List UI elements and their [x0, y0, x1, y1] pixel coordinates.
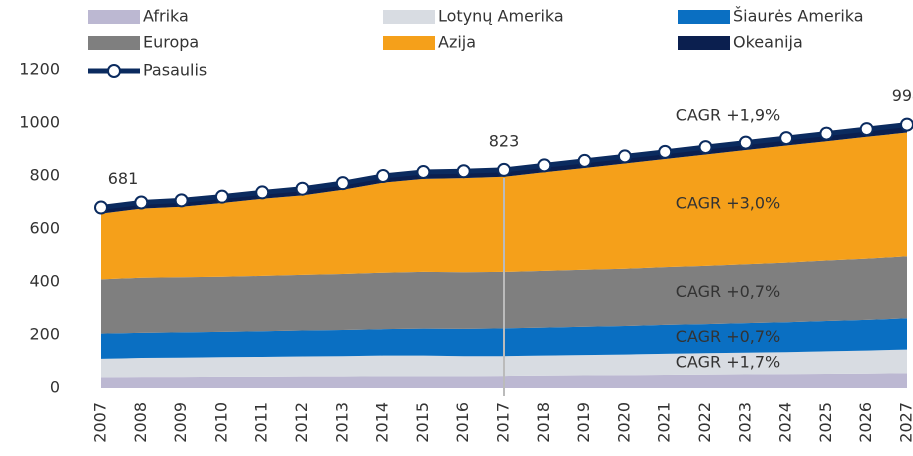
legend-marker	[108, 65, 120, 77]
x-tick-label: 2022	[695, 402, 714, 443]
marker	[700, 141, 712, 153]
y-tick-label: 200	[29, 325, 60, 344]
marker	[176, 194, 188, 206]
marker	[861, 123, 873, 135]
annotation: CAGR +3,0%	[676, 194, 781, 213]
x-tick-label: 2007	[91, 402, 110, 443]
x-tick-label: 2017	[494, 402, 513, 443]
marker	[780, 132, 792, 144]
marker	[95, 202, 107, 214]
legend-label: Pasaulis	[143, 61, 207, 80]
x-tick-label: 2024	[776, 402, 795, 443]
marker	[458, 165, 470, 177]
legend-label: Azija	[438, 33, 476, 52]
legend-swatch	[88, 10, 140, 24]
marker	[538, 159, 550, 171]
y-tick-label: 800	[29, 166, 60, 185]
marker	[820, 128, 832, 140]
marker	[901, 119, 913, 131]
marker	[740, 137, 752, 149]
marker	[297, 183, 309, 195]
marker	[377, 170, 389, 182]
x-tick-label: 2015	[413, 402, 432, 443]
legend-swatch	[88, 36, 140, 50]
marker	[216, 191, 228, 203]
marker	[619, 150, 631, 162]
marker	[417, 166, 429, 178]
x-tick-label: 2020	[614, 402, 633, 443]
x-tick-label: 2025	[816, 402, 835, 443]
annotation: CAGR +1,7%	[676, 353, 781, 372]
y-tick-label: 0	[50, 378, 60, 397]
x-tick-label: 2008	[131, 402, 150, 443]
y-tick-label: 1200	[19, 60, 60, 79]
x-tick-label: 2016	[453, 402, 472, 443]
marker	[256, 186, 268, 198]
y-tick-label: 400	[29, 272, 60, 291]
x-tick-label: 2019	[574, 402, 593, 443]
legend-swatch	[678, 36, 730, 50]
marker	[579, 155, 591, 167]
legend-label: Okeanija	[733, 33, 803, 52]
marker	[337, 177, 349, 189]
annotation: CAGR +0,7%	[676, 282, 781, 301]
marker	[659, 146, 671, 158]
y-tick-label: 600	[29, 219, 60, 238]
x-tick-label: 2018	[534, 402, 553, 443]
legend-swatch	[383, 10, 435, 24]
x-tick-label: 2010	[211, 402, 230, 443]
x-tick-label: 2026	[856, 402, 875, 443]
legend-label: Europa	[143, 33, 199, 52]
x-tick-label: 2013	[332, 402, 351, 443]
marker	[135, 197, 147, 209]
annotation: CAGR +1,9%	[676, 106, 781, 125]
legend-swatch	[383, 36, 435, 50]
x-tick-label: 2009	[171, 402, 190, 443]
x-tick-label: 2021	[655, 402, 674, 443]
marker	[498, 164, 510, 176]
x-tick-label: 2012	[292, 402, 311, 443]
data-label: 681	[108, 169, 139, 188]
legend-label: Šiaurės Amerika	[733, 7, 864, 26]
y-tick-label: 1000	[19, 113, 60, 132]
data-label: 823	[489, 131, 520, 150]
legend-swatch	[678, 10, 730, 24]
data-label: 994	[892, 86, 913, 105]
x-tick-label: 2014	[373, 402, 392, 443]
legend-label: Afrika	[143, 7, 189, 26]
x-tick-label: 2023	[735, 402, 754, 443]
legend-label: Lotynų Amerika	[438, 7, 564, 26]
annotation: CAGR +0,7%	[676, 327, 781, 346]
x-tick-label: 2027	[897, 402, 913, 443]
x-tick-label: 2011	[252, 402, 271, 443]
